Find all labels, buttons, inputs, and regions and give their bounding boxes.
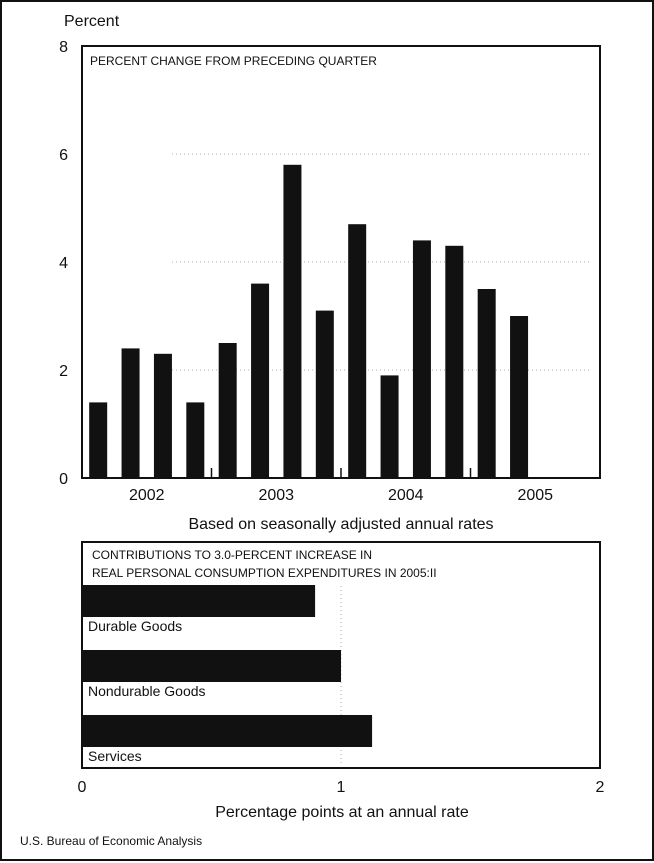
bottom-bar <box>82 650 341 682</box>
top-bar <box>251 283 270 478</box>
top-bar <box>186 402 205 478</box>
top-x-year-label: 2005 <box>517 487 553 504</box>
top-chart-title: PERCENT CHANGE FROM PRECEDING QUARTER <box>90 54 377 68</box>
bottom-x-ticks: 0 1 2 <box>78 779 605 796</box>
top-y-tick-label: 8 <box>59 39 68 56</box>
bottom-category-label: Services <box>88 748 142 764</box>
top-bar <box>412 240 431 478</box>
bottom-chart-title-line-2: REAL PERSONAL CONSUMPTION EXPENDITURES I… <box>92 566 437 580</box>
bottom-chart-title-line-1: CONTRIBUTIONS TO 3.0-PERCENT INCREASE IN <box>92 548 372 562</box>
bottom-category-label: Durable Goods <box>88 618 182 634</box>
top-x-year-label: 2003 <box>258 487 294 504</box>
bottom-bars: Durable Goods Nondurable Goods Services <box>82 585 373 764</box>
top-bar <box>283 164 302 479</box>
top-y-ticks: 0 2 4 6 8 <box>59 39 68 488</box>
bottom-x-tick-label: 2 <box>596 779 605 796</box>
top-bars <box>89 164 529 479</box>
top-bar <box>121 348 140 478</box>
bottom-category-label: Nondurable Goods <box>88 683 206 699</box>
top-y-tick-label: 4 <box>59 255 68 272</box>
top-bar <box>218 343 237 478</box>
top-y-tick-label: 2 <box>59 363 68 380</box>
top-y-tick-label: 6 <box>59 147 68 164</box>
bottom-bar <box>82 585 316 617</box>
top-bar <box>153 353 172 478</box>
bottom-x-tick-label: 1 <box>337 779 346 796</box>
top-bar <box>510 316 529 478</box>
bottom-bar <box>82 715 373 747</box>
top-y-tick-label: 0 <box>59 471 68 488</box>
top-bar <box>445 245 464 478</box>
top-x-year-label: 2002 <box>129 487 165 504</box>
top-bar <box>477 289 496 478</box>
top-bar <box>315 310 334 478</box>
bottom-x-axis-label: Percentage points at an annual rate <box>215 804 469 821</box>
top-bar <box>380 375 399 478</box>
top-x-axis-label: Based on seasonally adjusted annual rate… <box>188 516 493 533</box>
top-x-year-label: 2004 <box>388 487 424 504</box>
y-axis-label: Percent <box>64 13 120 30</box>
top-bar <box>348 224 367 478</box>
bottom-x-tick-label: 0 <box>78 779 87 796</box>
top-x-year-labels: 2002 2003 2004 2005 <box>129 487 553 504</box>
top-gridlines <box>172 153 592 371</box>
top-bar <box>89 402 108 478</box>
source-note: U.S. Bureau of Economic Analysis <box>20 834 202 848</box>
